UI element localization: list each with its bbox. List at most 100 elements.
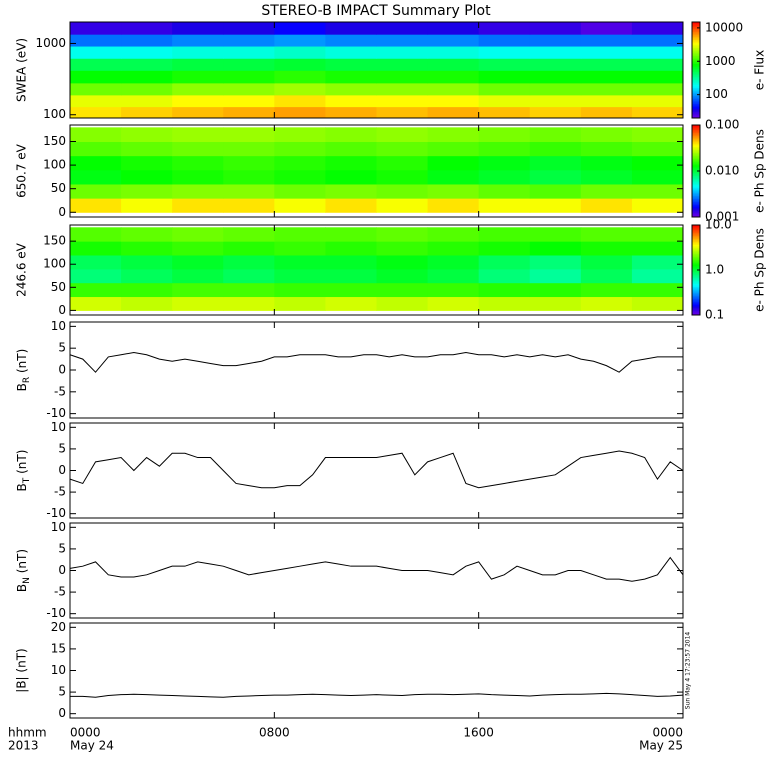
colorbar-step [692,42,700,45]
heatmap-cell [478,183,531,199]
colorbar-step [692,68,700,71]
heatmap-cell [478,82,531,96]
heatmap-cell [427,227,480,242]
heatmap-cell [427,255,480,270]
heatmap-cell [223,94,275,108]
colorbar-step [692,57,700,60]
colorbar-step [692,90,700,93]
colorbar-step [692,146,700,149]
colorbar-step [692,256,700,259]
colorbar-step [692,60,700,63]
heatmap-cell [121,34,173,47]
colorbar-step [692,212,700,215]
y-tick-label: 10 [51,319,66,333]
heatmap-cell [580,127,633,143]
colorbar-step [692,161,700,164]
colorbar-step [692,226,700,229]
colorbar-step [692,279,700,281]
y-tick-label: 20 [51,620,66,634]
colorbar-step [692,158,700,161]
heatmap-cell [121,282,173,298]
colorbar-step [692,157,700,160]
colorbar-step [692,295,700,298]
y-tick-label: 100 [43,257,66,271]
heatmap-cell [172,141,224,157]
colorbar-step [692,31,700,34]
colorbar-step [692,74,700,77]
colorbar-step [692,54,700,56]
heatmap-cell [529,82,582,96]
y-tick-label: -10 [46,406,66,420]
panel-frame [69,124,684,218]
heatmap-cell [376,241,429,256]
heatmap-cell [274,169,326,185]
heatmap-cell [274,82,326,96]
colorbar-step [692,138,700,141]
heatmap-cell [325,169,377,185]
heatmap-cell [121,241,173,256]
heatmap-cell [223,141,275,157]
colorbar-step [692,228,700,230]
colorbar-step [692,140,700,143]
heatmap-cell [274,106,326,119]
heatmap-cell [631,22,684,35]
heatmap-cell [529,227,582,242]
heatmap-cell [478,58,531,71]
colorbar-step [692,46,700,48]
heatmap-cell [631,155,684,171]
heatmap-cell [376,255,429,270]
heatmap-cell [580,169,633,185]
heatmap-cell [427,198,480,213]
colorbar-step [692,66,700,69]
panel: -10 -5 0 5 10 BT (nT) [15,420,684,520]
heatmap-cell [631,94,684,108]
colorbar-step [692,283,700,286]
heatmap-cell [427,46,480,59]
heatmap-cell [427,127,480,143]
heatmap-cell [274,296,326,311]
colorbar-step [692,261,700,263]
heatmap-cell [70,282,122,298]
colorbar-step [692,132,700,135]
heatmap-cell [121,94,173,108]
colorbar-step [692,73,700,76]
heatmap-cell [172,169,224,185]
colorbar-step [692,79,700,82]
heatmap-cell [478,255,531,270]
heatmap-cell [478,22,531,35]
colorbar-step [692,237,700,239]
heatmap-cell [580,70,633,84]
colorbar-step [692,268,700,271]
colorbar-step [692,36,700,39]
heatmap-cell [580,227,633,242]
colorbar-step [692,215,700,218]
colorbar-step [692,291,700,293]
colorbar-tick-label: 100 [705,87,728,101]
colorbar-step [692,194,700,196]
heatmap-cell [580,183,633,199]
colorbar-step [692,180,700,183]
heatmap-cell [529,141,582,157]
heatmap-cell [529,169,582,185]
heatmap-cell [376,296,429,311]
y-tick-label: 150 [43,134,66,148]
colorbar-step [692,273,700,275]
heatmap-cell [478,127,531,143]
heatmap-cell [70,198,122,213]
colorbar-step [692,294,700,296]
heatmap-cell [325,58,377,71]
heatmap-cell [121,22,173,35]
colorbar-step [692,163,700,166]
heatmap-cell [325,155,377,171]
heatmap-cell [478,94,531,108]
y-tick-label: 50 [51,181,66,195]
heatmap-cell [325,183,377,199]
colorbar-step [692,171,700,173]
heatmap-cell [580,82,633,96]
data-line [69,556,684,582]
heatmap-cell [325,70,377,84]
heatmap-cell [121,141,173,157]
x-tick-label: 1600 [463,726,494,740]
heatmap-cell [172,127,224,143]
